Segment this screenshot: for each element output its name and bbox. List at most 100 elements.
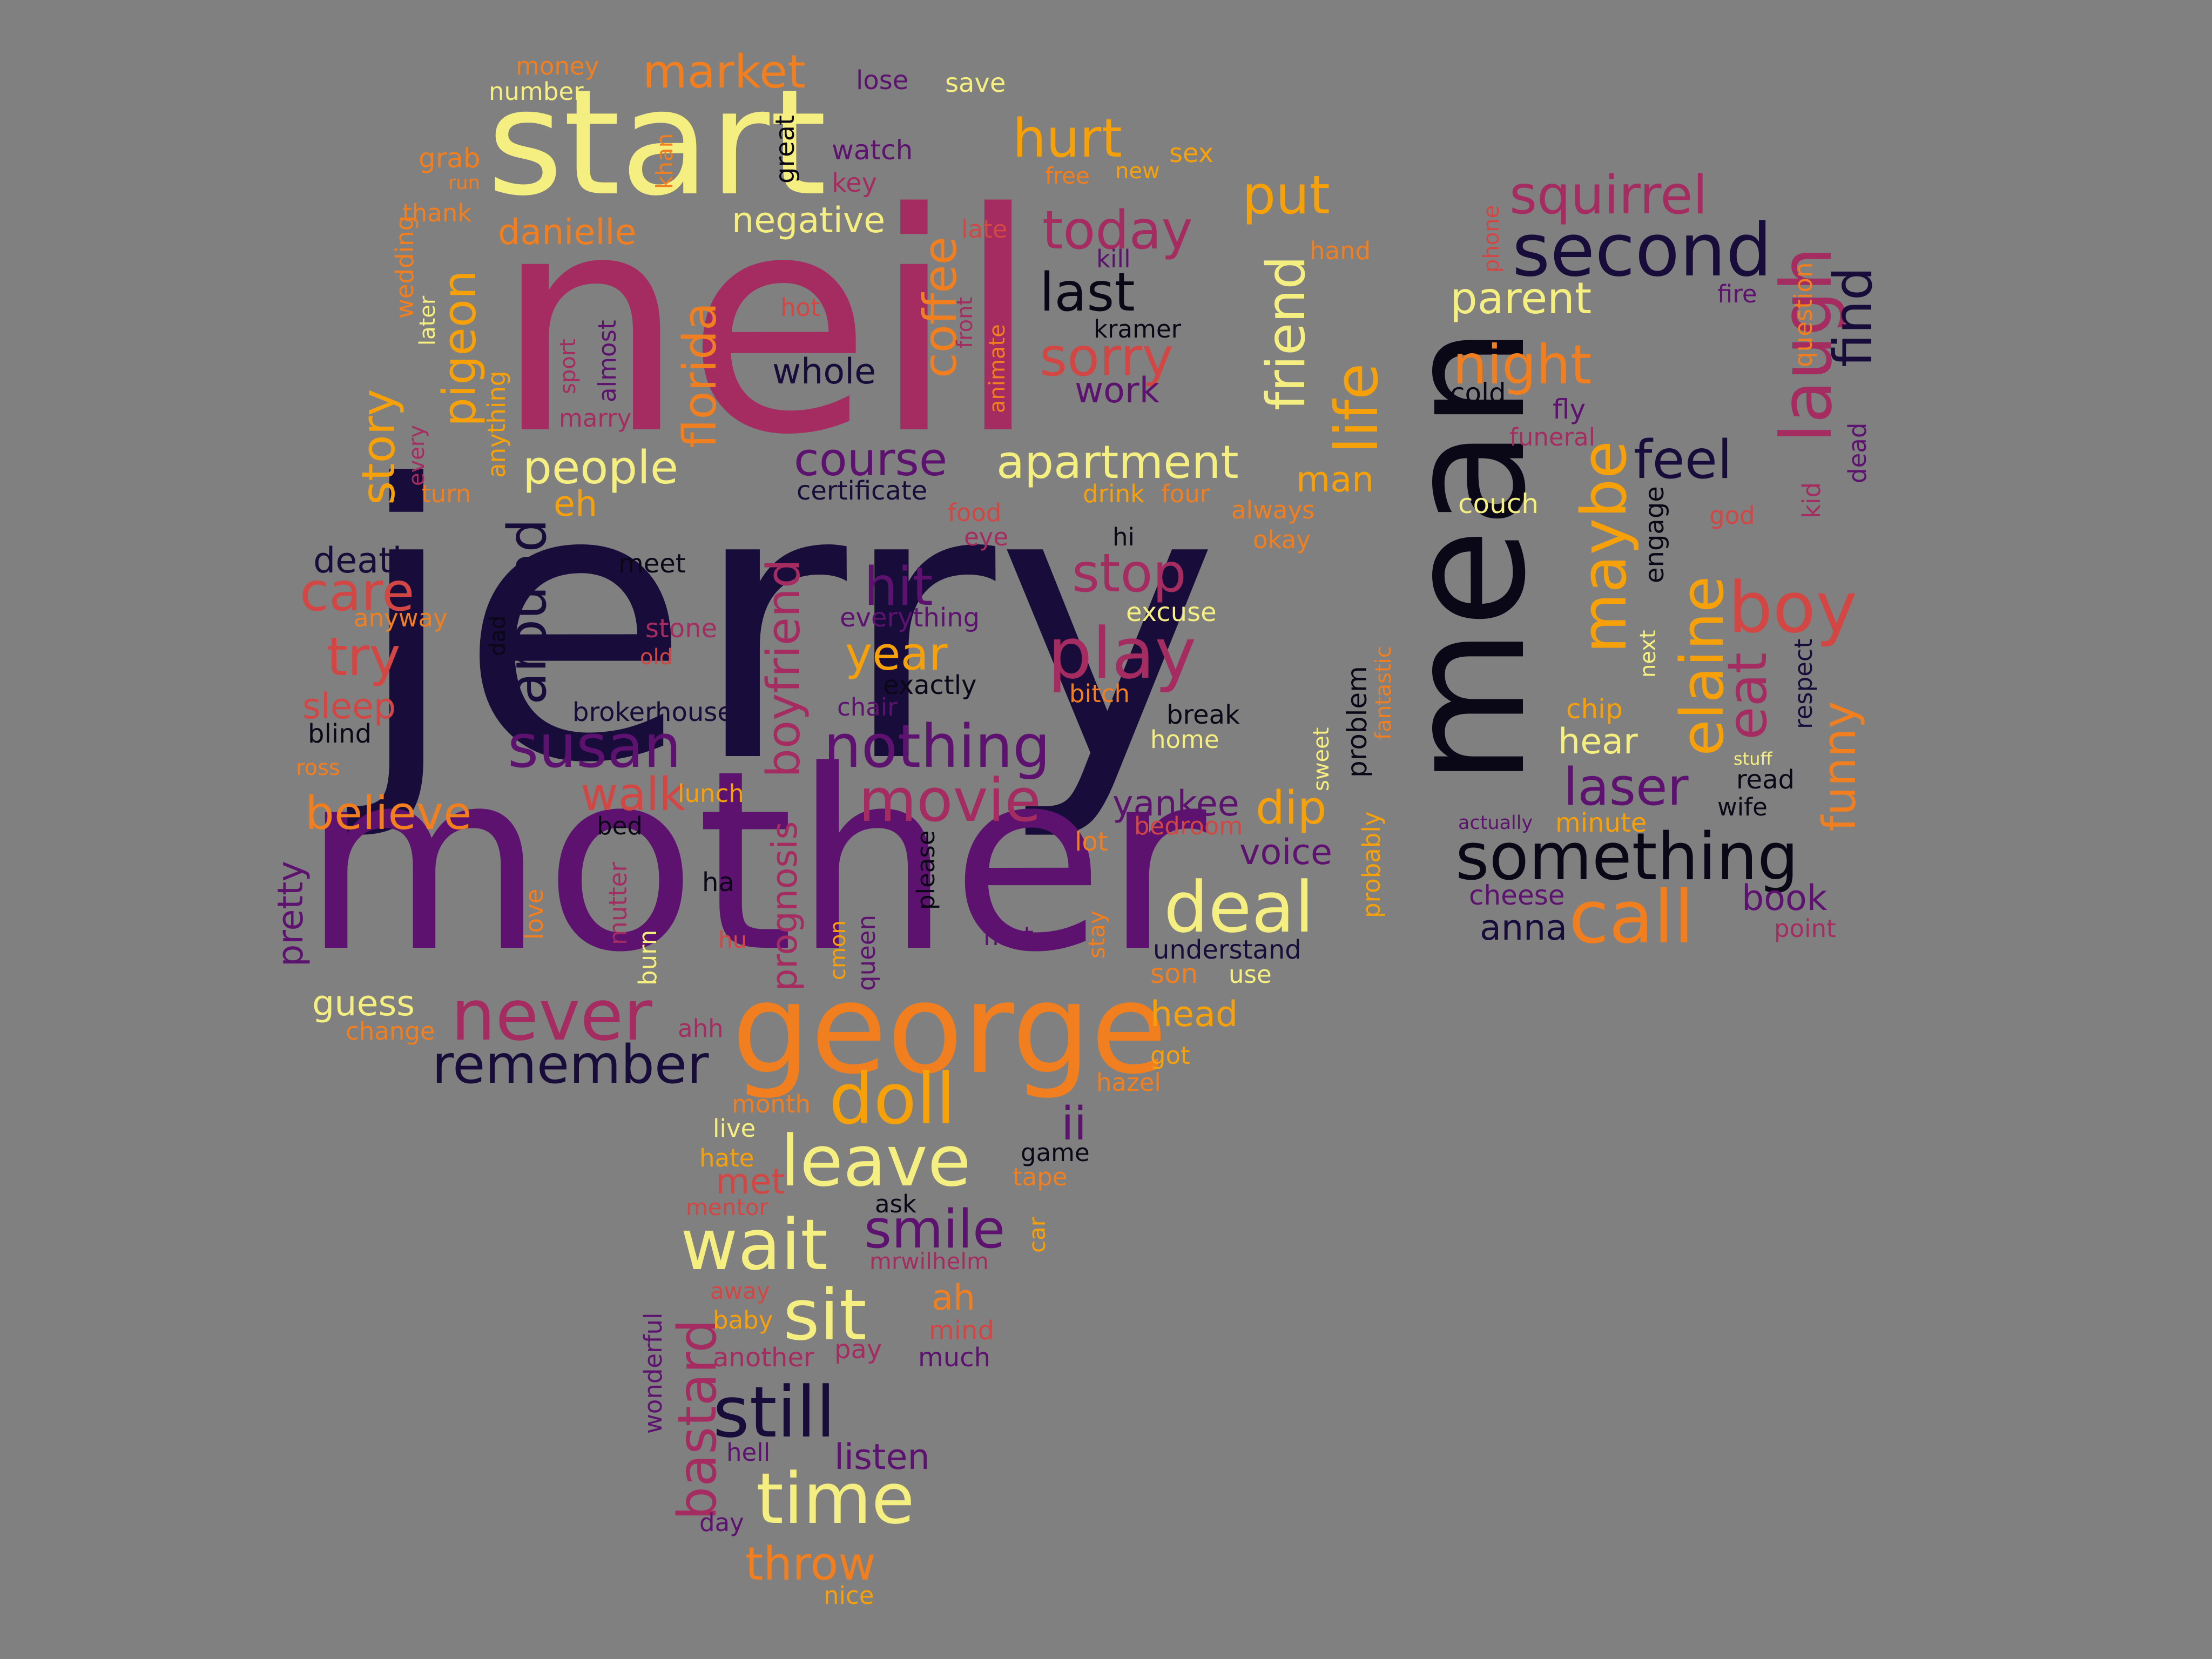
word-probably: probably	[1357, 812, 1386, 918]
word-boy: boy	[1728, 567, 1857, 649]
word-brokerhouse: brokerhouse	[572, 697, 733, 727]
word-hurt: hurt	[1013, 108, 1122, 170]
word-late: late	[961, 215, 1007, 244]
word-turn: turn	[421, 480, 471, 508]
word-try: try	[327, 626, 401, 688]
word-actually: actually	[1458, 812, 1533, 834]
word-chip: chip	[1566, 693, 1623, 725]
word-dead: dead	[1843, 423, 1872, 483]
word-start: start	[487, 58, 827, 228]
word-leave: leave	[780, 1120, 971, 1202]
word-ha: ha	[702, 867, 734, 898]
word-cheese: cheese	[1469, 880, 1565, 911]
word-new: new	[1115, 159, 1160, 184]
word-story: story	[352, 389, 406, 505]
word-funny: funny	[1813, 701, 1866, 832]
word-understand: understand	[1153, 935, 1301, 965]
word-bed: bed	[597, 812, 643, 840]
word-use: use	[1229, 960, 1272, 989]
word-walk: walk	[581, 768, 685, 821]
word-khan: khan	[651, 133, 678, 189]
word-prognosis: prognosis	[765, 821, 805, 991]
word-fantastic: fantastic	[1371, 646, 1396, 740]
word-always: always	[1231, 496, 1315, 524]
word-cold: cold	[1450, 377, 1506, 409]
word-anyway: anyway	[354, 604, 448, 632]
word-pay: pay	[834, 1334, 882, 1365]
word-book: book	[1742, 878, 1827, 919]
word-front: front	[953, 297, 977, 348]
word-wonderful: wonderful	[639, 1313, 667, 1434]
word-jerry: jerry	[342, 406, 1219, 846]
word-eh: eh	[554, 484, 597, 524]
word-george: george	[732, 957, 1167, 1102]
word-guess: guess	[312, 983, 415, 1024]
word-bastard: bastard	[667, 1319, 729, 1520]
word-baby: baby	[713, 1306, 773, 1334]
word-sleep: sleep	[302, 686, 396, 727]
word-number: number	[489, 77, 584, 106]
word-elaine: elaine	[1668, 576, 1737, 756]
word-work: work	[1075, 370, 1160, 411]
word-throw: throw	[745, 1537, 876, 1591]
word-sit: sit	[783, 1274, 867, 1356]
word-anna: anna	[1480, 908, 1567, 948]
word-mind: mind	[929, 1316, 994, 1346]
word-blind: blind	[308, 719, 372, 749]
word-remember: remember	[432, 1034, 709, 1096]
word-nice: nice	[824, 1581, 874, 1610]
word-stone: stone	[645, 613, 717, 644]
word-night: night	[1453, 333, 1591, 396]
word-stop: stop	[1072, 543, 1186, 604]
word-hi: hi	[1112, 523, 1135, 551]
word-read: read	[1736, 765, 1795, 795]
word-minute: minute	[1555, 808, 1647, 838]
word-florida: florida	[673, 302, 727, 448]
word-deal: deal	[1164, 866, 1314, 948]
word-point: point	[1774, 914, 1836, 943]
word-got: got	[1150, 1041, 1190, 1070]
word-okay: okay	[1253, 525, 1311, 554]
word-pigeon: pigeon	[433, 270, 487, 427]
word-met: met	[716, 1162, 785, 1202]
word-wife: wife	[1717, 793, 1768, 821]
word-danielle: danielle	[498, 212, 636, 253]
word-laser: laser	[1563, 758, 1689, 817]
word-hazel: hazel	[1096, 1068, 1161, 1097]
word-break: break	[1166, 700, 1240, 730]
word-boyfriend: boyfriend	[757, 559, 811, 778]
word-engage: engage	[1640, 486, 1670, 583]
word-life: life	[1322, 363, 1391, 454]
word-certificate: certificate	[797, 476, 927, 506]
word-mother: mother	[302, 718, 1209, 1007]
word-run: run	[448, 172, 480, 194]
word-wedding: wedding	[390, 215, 419, 319]
word-lunch: lunch	[678, 779, 744, 808]
word-food: food	[948, 498, 1001, 527]
word-anything: anything	[482, 371, 511, 478]
word-put: put	[1242, 165, 1330, 226]
word-never: never	[451, 974, 652, 1056]
word-month: month	[732, 1090, 811, 1118]
word-yankee: yankee	[1112, 784, 1239, 824]
word-ii: ii	[1061, 1097, 1087, 1151]
word-question: question	[1789, 262, 1818, 367]
word-respect: respect	[1789, 639, 1818, 729]
word-bitch: bitch	[1069, 679, 1130, 708]
word-game: game	[1021, 1138, 1090, 1167]
word-care: care	[300, 562, 414, 623]
word-change: change	[346, 1017, 435, 1046]
word-fly: fly	[1553, 394, 1586, 425]
word-mentor: mentor	[686, 1194, 769, 1220]
word-play: play	[1048, 612, 1196, 694]
word-second: second	[1512, 208, 1772, 293]
word-money: money	[516, 52, 599, 80]
word-key: key	[832, 168, 877, 198]
word-hell: hell	[726, 1438, 770, 1467]
word-kill: kill	[1096, 245, 1131, 273]
word-watch: watch	[832, 134, 913, 166]
word-hate: hate	[699, 1144, 754, 1172]
word-next: next	[1636, 630, 1661, 678]
word-old: old	[640, 645, 673, 670]
word-cmon: cmon	[826, 920, 851, 980]
